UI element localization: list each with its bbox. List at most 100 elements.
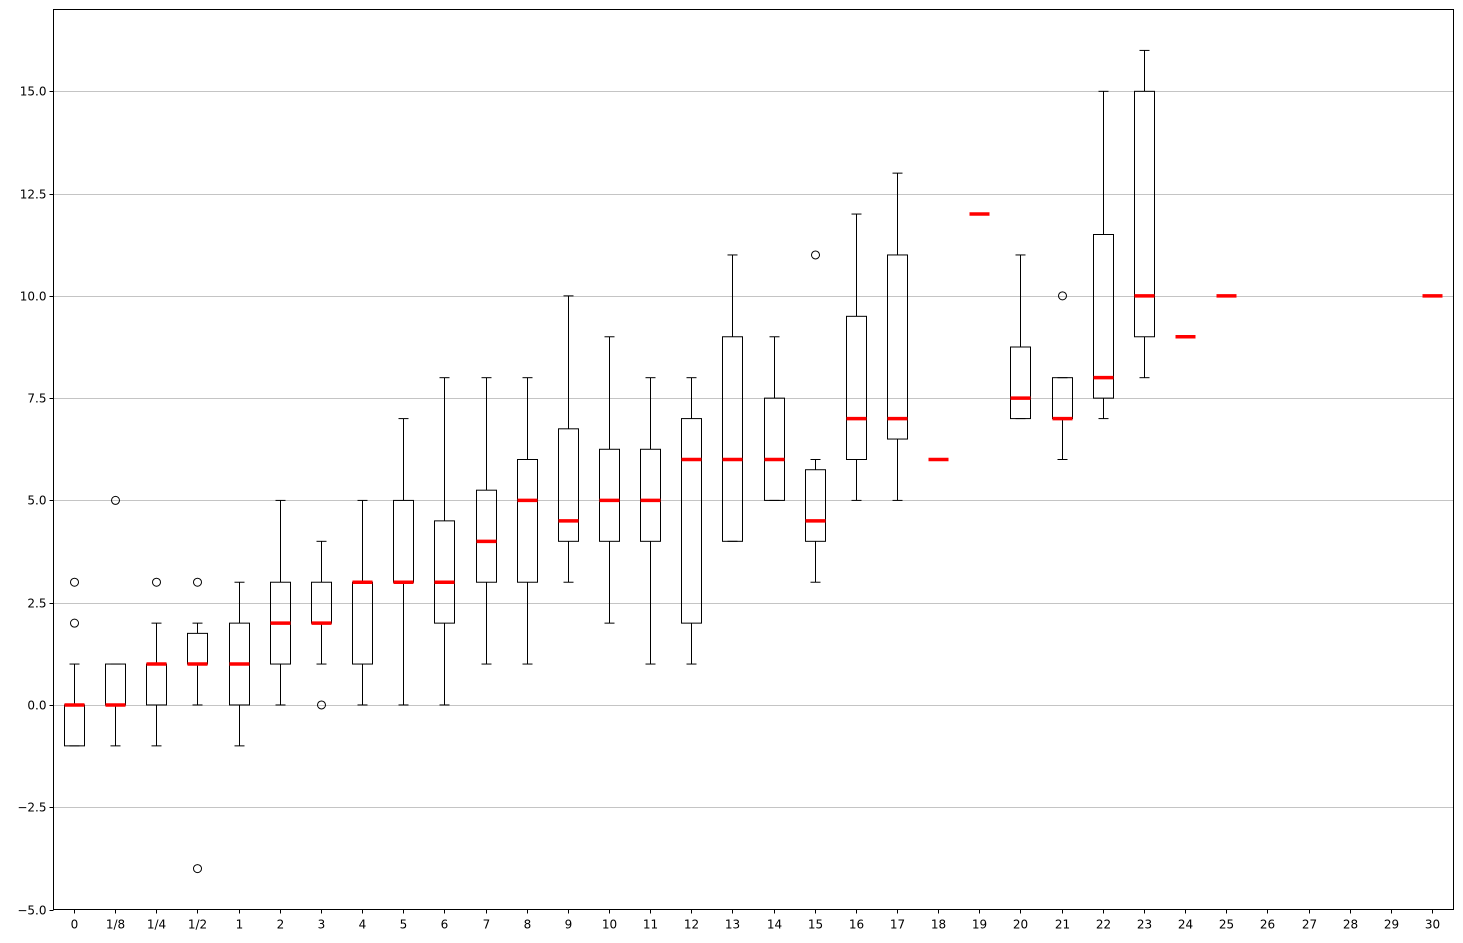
box-3 — [311, 540, 332, 710]
x-tick-label: 1/2 — [188, 918, 207, 932]
outlier-point — [111, 495, 120, 505]
box-iqr — [846, 315, 867, 460]
box-iqr — [105, 663, 126, 706]
x-tick-label: 14 — [767, 918, 782, 932]
box-iqr — [1134, 90, 1155, 338]
x-tick-label: 23 — [1137, 918, 1152, 932]
box-13 — [722, 254, 743, 542]
y-tick-label: 5.0 — [27, 494, 46, 508]
box-6 — [434, 377, 455, 706]
box-5 — [393, 418, 414, 706]
outlier-point — [811, 250, 820, 260]
outlier-point — [1058, 291, 1067, 301]
box-8 — [517, 377, 538, 665]
box-iqr — [311, 581, 332, 624]
box-iqr — [187, 632, 208, 665]
box-iqr — [805, 469, 826, 542]
box-iqr — [887, 254, 908, 440]
y-tick-label: 15.0 — [20, 85, 47, 99]
box-iqr — [722, 336, 743, 542]
box-2 — [270, 499, 291, 706]
x-tick-label: 22 — [1096, 918, 1111, 932]
x-tick-label: 6 — [441, 918, 449, 932]
box-0 — [64, 577, 85, 747]
box-iqr — [517, 459, 538, 583]
x-axis: 0 1/8 1/4 1/2 1 2 3 4 5 6 7 8 9 10 11 12 13 14 15 16 17 18 19 2… — [71, 909, 1440, 932]
y-tick-label: 2.5 — [27, 597, 46, 611]
y-tick-label: 0.0 — [27, 699, 46, 713]
y-gridlines — [53, 91, 1454, 808]
box-10 — [599, 336, 620, 624]
x-tick-label: 11 — [643, 918, 658, 932]
x-tick-label: 10 — [602, 918, 617, 932]
box-17 — [887, 172, 908, 501]
y-axis: −5.0 −2.5 0.0 2.5 5.0 7.5 10.0 12.5 15.0 — [17, 85, 54, 918]
x-tick-label: 12 — [684, 918, 699, 932]
box-20 — [1010, 254, 1031, 420]
x-tick-label: 19 — [972, 918, 987, 932]
box-1/2 — [187, 577, 208, 874]
box-iqr — [1093, 234, 1114, 399]
outlier-point — [193, 864, 202, 874]
box-12 — [681, 377, 702, 665]
x-tick-label: 1/4 — [147, 918, 166, 932]
boxes — [64, 49, 1443, 874]
x-tick-label: 16 — [849, 918, 864, 932]
box-iqr — [640, 448, 661, 542]
box-iqr — [764, 397, 785, 501]
box-iqr — [1010, 346, 1031, 420]
box-1/8 — [105, 495, 126, 747]
box-iqr — [434, 520, 455, 624]
x-tick-label: 9 — [565, 918, 573, 932]
box-15 — [805, 250, 826, 583]
box-iqr — [558, 428, 579, 542]
box-iqr — [681, 418, 702, 624]
box-11 — [640, 377, 661, 665]
box-16 — [846, 213, 867, 501]
box-iqr — [476, 489, 497, 583]
box-iqr — [393, 499, 414, 583]
box-23 — [1134, 49, 1155, 379]
box-iqr — [146, 663, 167, 706]
x-tick-label: 30 — [1425, 918, 1440, 932]
x-tick-label: 2 — [277, 918, 285, 932]
x-tick-label: 15 — [808, 918, 823, 932]
outlier-point — [317, 700, 326, 710]
x-tick-label: 17 — [890, 918, 905, 932]
box-9 — [558, 295, 579, 583]
box-7 — [476, 377, 497, 665]
y-tick-label: 12.5 — [20, 188, 47, 202]
x-tick-label: 24 — [1178, 918, 1193, 932]
x-tick-label: 0 — [71, 918, 79, 932]
x-tick-label: 25 — [1219, 918, 1234, 932]
outlier-point — [70, 577, 79, 587]
x-tick-label: 27 — [1302, 918, 1317, 932]
outlier-point — [193, 577, 202, 587]
x-tick-label: 7 — [483, 918, 491, 932]
box-iqr — [64, 704, 85, 747]
outlier-point — [152, 577, 161, 587]
y-tick-label: 10.0 — [20, 290, 47, 304]
x-tick-label: 21 — [1055, 918, 1070, 932]
plot-frame — [53, 9, 1454, 910]
x-tick-label: 8 — [524, 918, 532, 932]
x-tick-label: 18 — [931, 918, 946, 932]
y-tick-label: −5.0 — [17, 904, 46, 918]
y-tick-label: 7.5 — [27, 392, 46, 406]
x-tick-label: 20 — [1013, 918, 1028, 932]
box-iqr — [352, 581, 373, 665]
x-tick-label: 3 — [318, 918, 326, 932]
box-4 — [352, 499, 373, 706]
x-tick-label: 13 — [725, 918, 740, 932]
x-tick-label: 5 — [400, 918, 408, 932]
x-tick-label: 29 — [1384, 918, 1399, 932]
box-21 — [1052, 291, 1073, 460]
box-1/4 — [146, 577, 167, 747]
x-tick-label: 4 — [359, 918, 367, 932]
x-tick-label: 26 — [1260, 918, 1275, 932]
x-tick-label: 1 — [236, 918, 244, 932]
box-1 — [229, 581, 250, 747]
box-iqr — [599, 448, 620, 542]
box-14 — [764, 336, 785, 501]
